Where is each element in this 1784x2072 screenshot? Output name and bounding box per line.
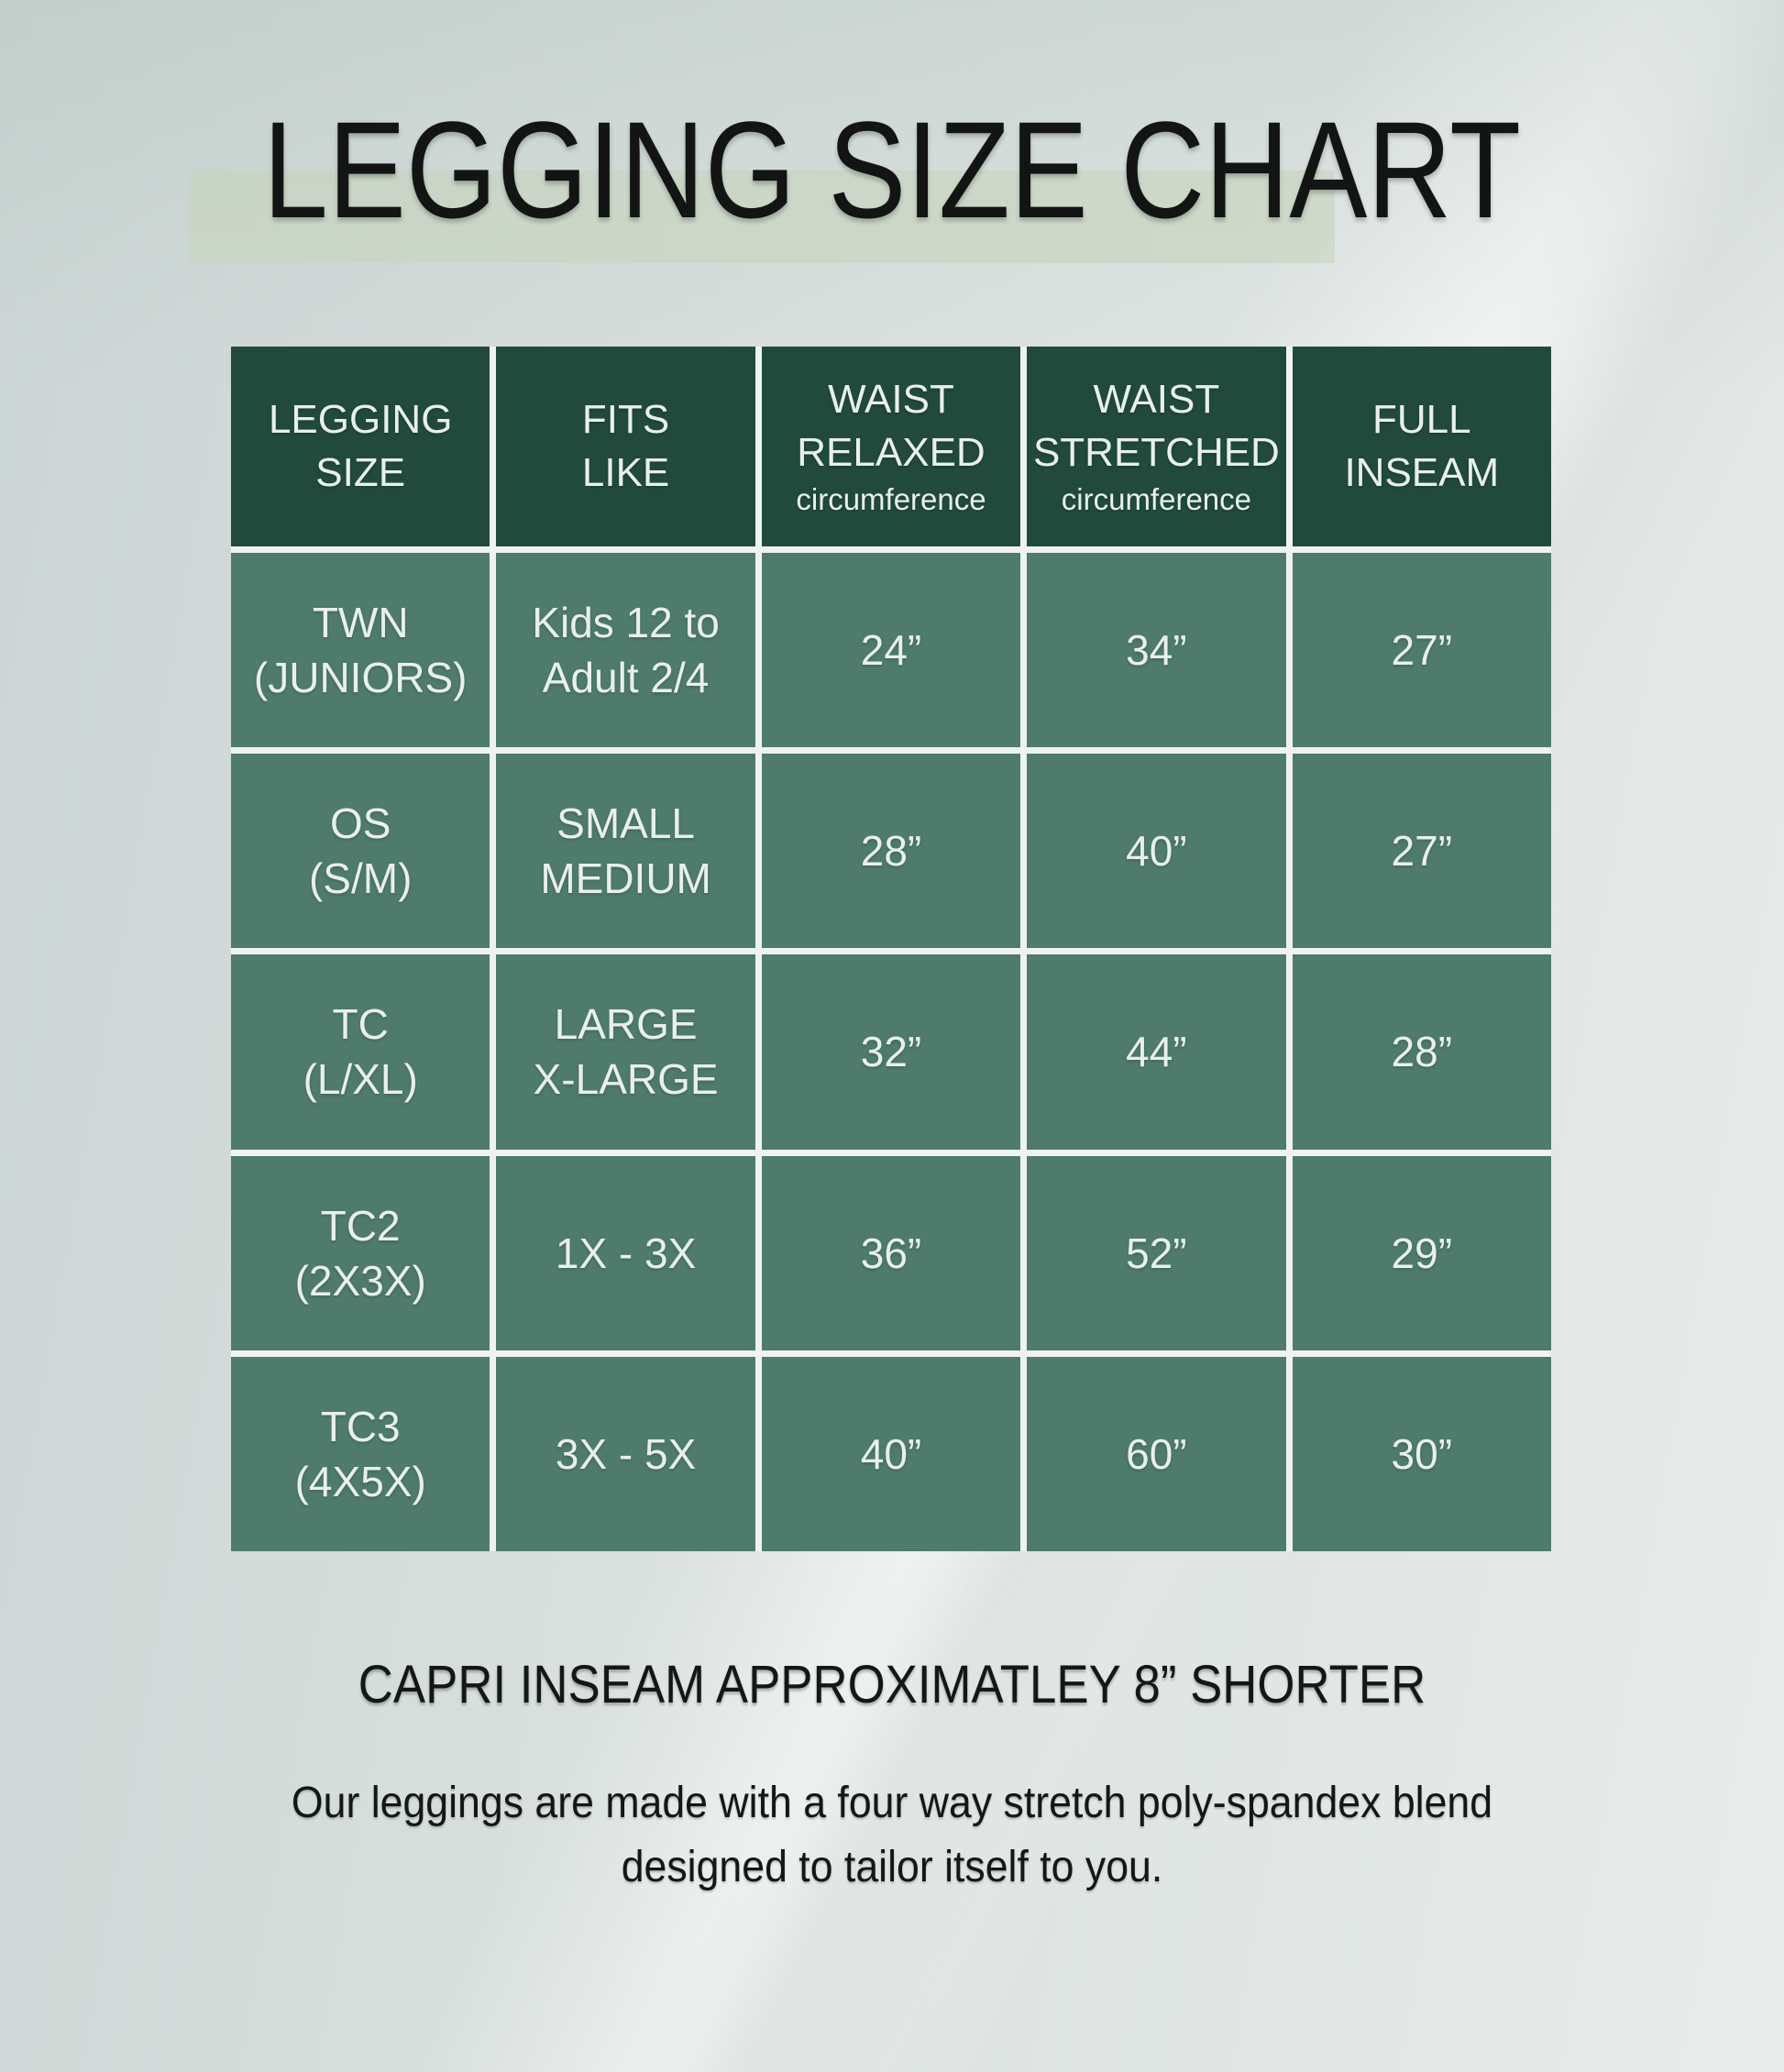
header-line: INSEAM — [1344, 450, 1500, 495]
cell-waist-stretched: 34” — [1027, 553, 1286, 748]
cell-line: 52” — [1126, 1229, 1187, 1277]
cell-line: 30” — [1391, 1429, 1453, 1478]
cell-full-inseam: 27” — [1292, 553, 1551, 748]
cell-fits-like: LARGE X-LARGE — [496, 954, 755, 1150]
cell-line: (JUNIORS) — [253, 654, 468, 702]
cell-line: TC — [332, 1000, 389, 1049]
cell-line: Adult 2/4 — [542, 654, 710, 702]
cell-waist-relaxed: 32” — [761, 954, 1021, 1150]
header-line: FULL — [1371, 397, 1471, 442]
cell-line: 28” — [1391, 1028, 1453, 1076]
cell-line: 28” — [860, 827, 922, 876]
cell-line: 3X - 5X — [555, 1429, 697, 1478]
cell-waist-stretched: 60” — [1027, 1356, 1286, 1551]
cell-waist-relaxed: 40” — [761, 1356, 1021, 1551]
cell-full-inseam: 27” — [1292, 754, 1551, 949]
cell-line: OS — [329, 799, 391, 848]
cell-line: 27” — [1391, 827, 1453, 876]
fabric-note: Our leggings are made with a four way st… — [62, 1771, 1722, 1900]
cell-line: 44” — [1126, 1028, 1187, 1076]
cell-line: (2X3X) — [294, 1256, 426, 1305]
cell-fits-like: Kids 12 to Adult 2/4 — [496, 553, 755, 748]
cell-line: (L/XL) — [303, 1055, 418, 1104]
cell-size: TC (L/XL) — [231, 954, 490, 1150]
header-line: LIKE — [581, 450, 670, 495]
cell-line: 34” — [1126, 626, 1187, 675]
cell-waist-stretched: 40” — [1027, 754, 1286, 949]
header-line: FITS — [581, 397, 670, 442]
cell-line: 24” — [860, 626, 922, 675]
legging-size-table: LEGGING SIZE FITS LIKE WAIST RELAXED cir… — [231, 347, 1551, 1551]
cell-full-inseam: 29” — [1292, 1155, 1551, 1350]
cell-waist-relaxed: 28” — [761, 754, 1021, 949]
header-cell-full-inseam: FULL INSEAM — [1292, 347, 1551, 546]
page-title: LEGGING SIZE CHART — [262, 93, 1522, 247]
cell-line: TWN — [312, 599, 409, 647]
header-cell-waist-stretched: WAIST STRETCHED circumference — [1027, 347, 1286, 546]
cell-line: MEDIUM — [540, 854, 711, 903]
cell-full-inseam: 28” — [1292, 954, 1551, 1150]
header-subtext: circumference — [1061, 482, 1251, 516]
cell-size: TC3 (4X5X) — [231, 1356, 490, 1551]
cell-size: TC2 (2X3X) — [231, 1155, 490, 1350]
header-line: SIZE — [315, 450, 406, 495]
cell-waist-relaxed: 36” — [761, 1155, 1021, 1350]
cell-line: 1X - 3X — [555, 1229, 697, 1277]
cell-size: OS (S/M) — [231, 754, 490, 949]
cell-fits-like: SMALL MEDIUM — [496, 754, 755, 949]
cell-line: Kids 12 to — [532, 599, 720, 647]
header-cell-legging-size: LEGGING SIZE — [231, 347, 490, 546]
header-subtext: circumference — [796, 482, 986, 516]
header-cell-waist-relaxed: WAIST RELAXED circumference — [761, 347, 1021, 546]
cell-line: SMALL — [556, 799, 696, 848]
header-line: WAIST — [828, 377, 954, 422]
cell-line: 40” — [860, 1429, 922, 1478]
cell-line: TC2 — [320, 1201, 401, 1250]
header-cell-fits-like: FITS LIKE — [496, 347, 755, 546]
fabric-note-line-2: designed to tailor itself to you. — [621, 1843, 1163, 1891]
title-highlight-band — [189, 171, 1335, 263]
cell-full-inseam: 30” — [1292, 1356, 1551, 1551]
cell-line: (S/M) — [308, 854, 413, 903]
cell-line: 40” — [1126, 827, 1187, 876]
header-line: LEGGING — [268, 397, 453, 442]
cell-fits-like: 3X - 5X — [496, 1356, 755, 1551]
cell-line: TC3 — [320, 1402, 401, 1450]
fabric-note-line-1: Our leggings are made with a four way st… — [291, 1779, 1493, 1827]
cell-line: 32” — [860, 1028, 922, 1076]
cell-line: X-LARGE — [533, 1055, 719, 1104]
cell-line: 60” — [1126, 1429, 1187, 1478]
cell-line: 27” — [1391, 626, 1453, 675]
cell-fits-like: 1X - 3X — [496, 1155, 755, 1350]
cell-size: TWN (JUNIORS) — [231, 553, 490, 748]
cell-waist-stretched: 52” — [1027, 1155, 1286, 1350]
cell-waist-stretched: 44” — [1027, 954, 1286, 1150]
cell-waist-relaxed: 24” — [761, 553, 1021, 748]
cell-line: LARGE — [554, 1000, 698, 1049]
header-line: STRETCHED — [1032, 430, 1280, 475]
cell-line: 36” — [860, 1229, 922, 1277]
header-line: WAIST — [1093, 377, 1220, 422]
cell-line: 29” — [1391, 1229, 1453, 1277]
capri-inseam-caption: CAPRI INSEAM APPROXIMATLEY 8” SHORTER — [358, 1655, 1426, 1714]
cell-line: (4X5X) — [294, 1457, 426, 1505]
header-line: RELAXED — [797, 430, 986, 475]
